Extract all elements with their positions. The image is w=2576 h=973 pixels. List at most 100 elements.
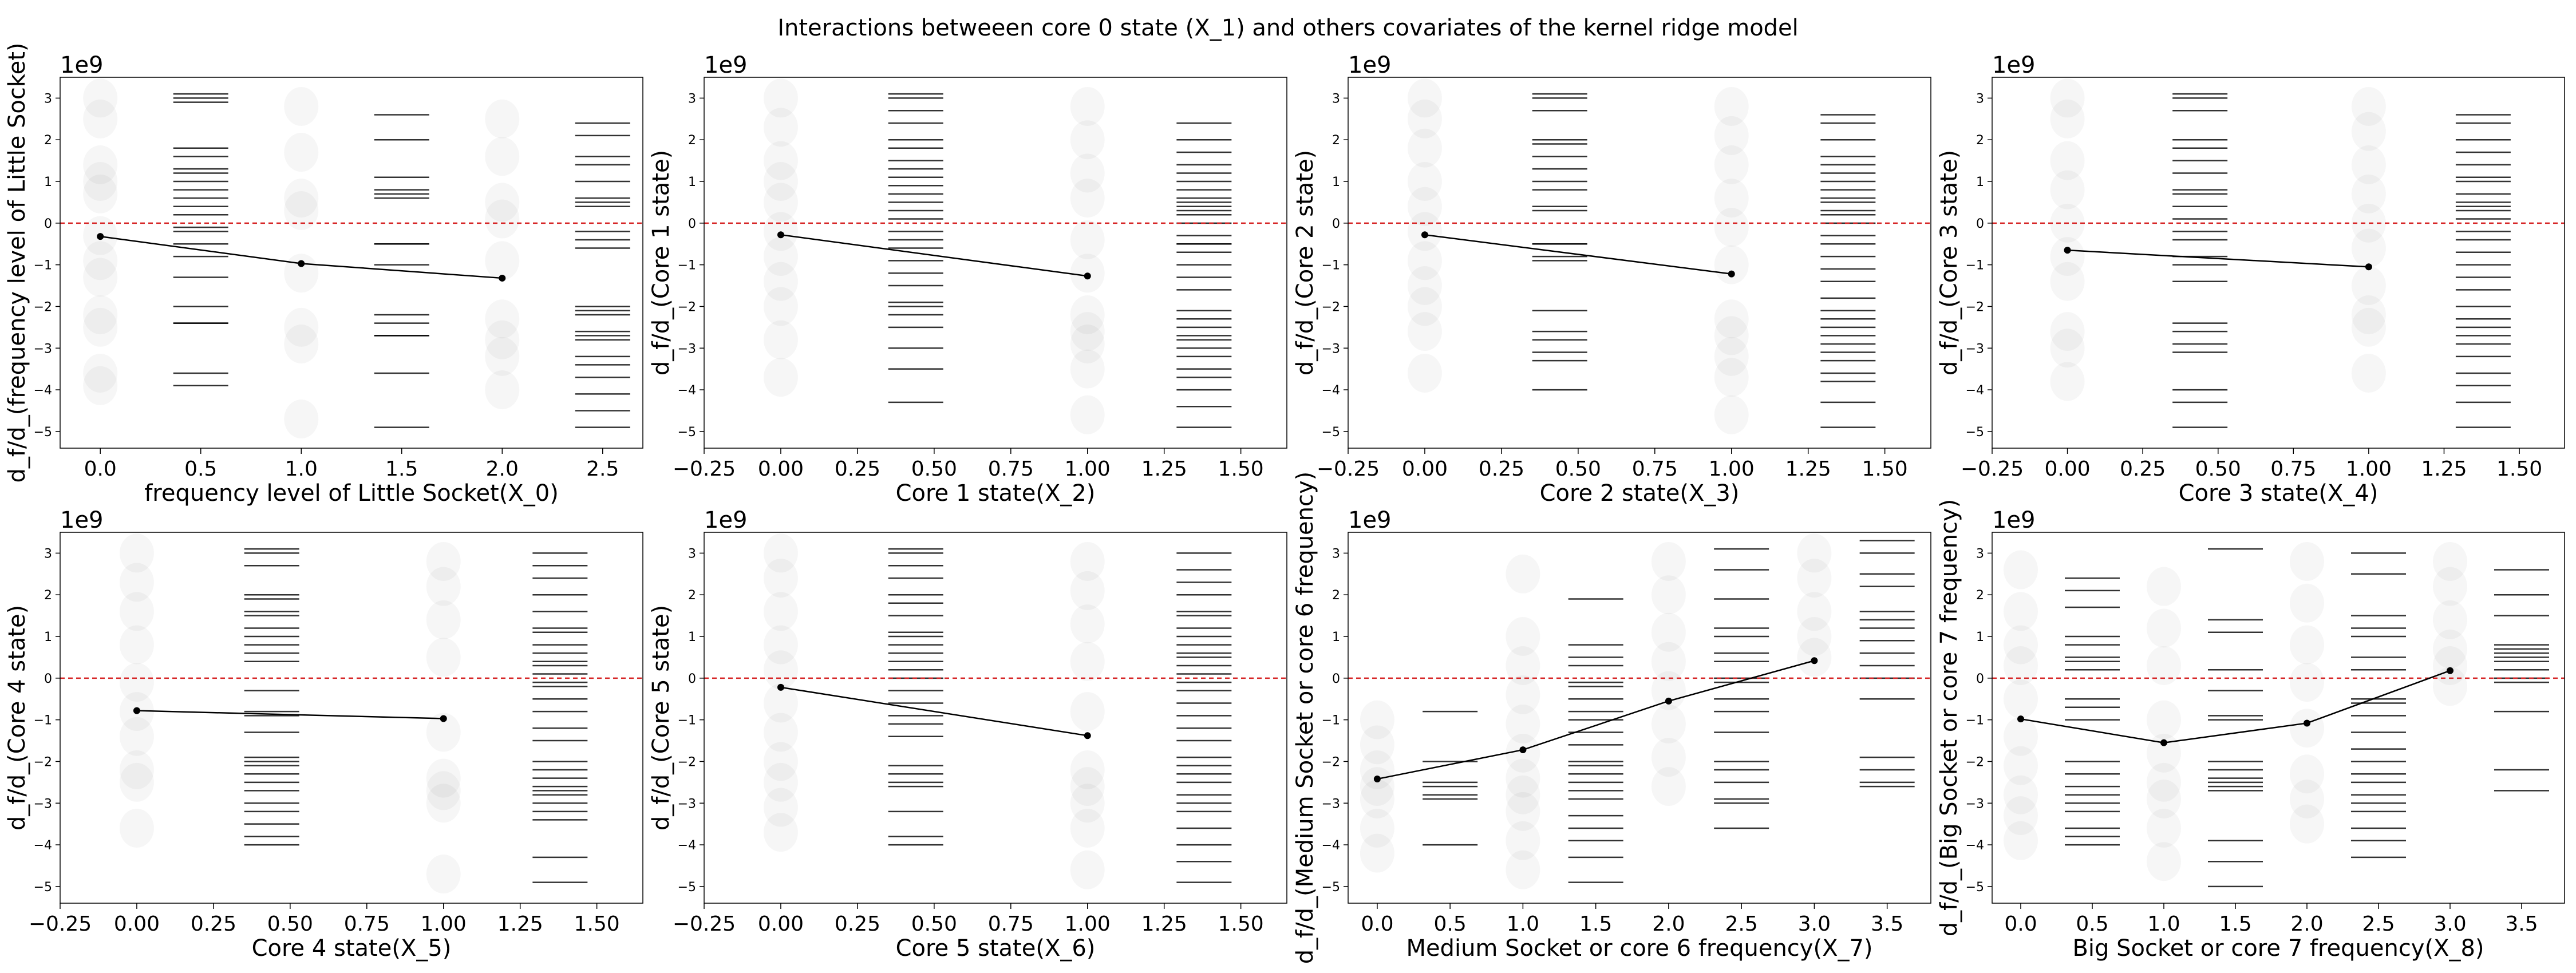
- y-axis-label: d_f/d_(Core 5 state): [648, 605, 674, 830]
- y-tick-label: −4: [34, 383, 52, 398]
- x-tick-label: 0.50: [1555, 457, 1601, 481]
- density-blob: [2147, 842, 2181, 881]
- y-tick-label: −3: [678, 342, 696, 356]
- y-tick-label: −4: [678, 838, 696, 853]
- density-blob: [764, 592, 798, 631]
- density-blob: [1070, 395, 1105, 434]
- density-blob: [2004, 679, 2038, 718]
- y-tick-label: 0: [688, 672, 696, 686]
- y-tick-label: −5: [1966, 880, 1984, 895]
- density-blob: [2290, 626, 2324, 665]
- density-blob: [1714, 208, 1749, 247]
- x-tick-label: 1.00: [1709, 457, 1755, 481]
- density-blob-group: [1070, 87, 1105, 434]
- y-tick-label: 1: [688, 630, 696, 644]
- density-blob: [1070, 179, 1105, 217]
- axes-frame: [1992, 532, 2565, 904]
- x-tick-label: 0.50: [911, 912, 957, 936]
- y-tick-label: 0: [1976, 672, 1984, 686]
- effect-point: [2160, 739, 2167, 746]
- density-blob: [1714, 358, 1749, 397]
- effect-line: [1377, 660, 1815, 780]
- rug-group: [888, 93, 943, 404]
- rug-group: [2351, 552, 2406, 859]
- density-blob: [120, 592, 154, 631]
- density-blob: [1652, 705, 1686, 743]
- density-blob: [2050, 171, 2085, 209]
- subplot-2: −5 −4 −3 −2 −1 0 1 2 3 −0.25 0.00 0.25 0.50 0.75 1.00 1…: [648, 52, 1287, 507]
- y-tick-label: −1: [1322, 259, 1340, 273]
- density-blob: [1506, 555, 1540, 594]
- x-tick-label: 3.5: [2505, 912, 2538, 936]
- rug-group: [173, 93, 228, 387]
- y-tick-label: 0: [1332, 217, 1340, 231]
- y-tick-label: −2: [1322, 300, 1340, 314]
- density-blob: [1652, 575, 1686, 614]
- density-blob: [2050, 100, 2085, 139]
- effect-point: [2447, 667, 2453, 674]
- x-axis-label: Medium Socket or core 6 frequency(X_7): [1406, 935, 1872, 962]
- effect-point: [1421, 231, 1428, 239]
- density-blob: [1714, 145, 1749, 184]
- effect-point: [1665, 697, 1672, 705]
- density-blob: [284, 133, 318, 172]
- y-tick-label: −1: [1322, 714, 1340, 728]
- axes-frame: [60, 77, 643, 449]
- effect-point: [97, 233, 104, 240]
- y-scale-label: 1e9: [1992, 52, 2036, 78]
- x-axis-label: frequency level of Little Socket(X_0): [144, 480, 559, 507]
- axes-frame: [1348, 532, 1931, 904]
- x-tick-label: 1.50: [1862, 457, 1908, 481]
- effect-line: [780, 234, 1088, 277]
- y-tick-label: 2: [1332, 133, 1340, 148]
- density-blob-group: [1360, 701, 1394, 873]
- plot-area: [60, 548, 643, 883]
- y-axis-label: d_f/d_(Core 4 state): [4, 605, 30, 830]
- density-blob: [764, 321, 798, 359]
- effect-point: [1373, 776, 1381, 783]
- density-blob: [1070, 571, 1105, 610]
- x-tick-label: 0.00: [758, 912, 804, 936]
- density-blob: [284, 400, 318, 438]
- x-tick-label: 0.75: [2270, 457, 2316, 481]
- y-tick-label: 3: [1332, 547, 1340, 561]
- x-tick-label: −0.25: [673, 457, 736, 481]
- density-blob: [1070, 87, 1105, 126]
- y-axis-label: d_f/d_(Medium Socket or core 6 frequency…: [1292, 472, 1318, 964]
- x-tick-label: 0.0: [84, 457, 117, 481]
- density-blob: [764, 358, 798, 397]
- density-blob: [83, 308, 117, 347]
- effect-line: [1424, 234, 1732, 275]
- x-tick-label: 3.5: [1871, 912, 1903, 936]
- effect-point: [1811, 657, 1818, 665]
- y-tick-label: 3: [44, 92, 52, 106]
- x-axis-label: Core 3 state(X_4): [2179, 480, 2379, 507]
- density-blob: [120, 763, 154, 802]
- effect-point: [2064, 247, 2071, 254]
- x-tick-label: 0.25: [1479, 457, 1524, 481]
- x-tick-label: 1.25: [1141, 457, 1187, 481]
- effect-point: [1728, 270, 1735, 278]
- effect-point: [499, 274, 506, 282]
- plot-area: [1992, 93, 2565, 428]
- density-blob: [1714, 246, 1749, 284]
- plot-area: [60, 93, 643, 438]
- density-blob: [83, 258, 117, 296]
- density-blob: [1070, 692, 1105, 731]
- x-tick-label: 2.5: [1725, 912, 1758, 936]
- x-tick-label: 0.75: [344, 912, 390, 936]
- plot-area: [704, 87, 1287, 434]
- y-tick-label: 1: [1976, 175, 1984, 189]
- y-tick-label: −2: [1966, 300, 1984, 314]
- axes-frame: [1348, 77, 1931, 449]
- y-tick-label: 1: [688, 175, 696, 189]
- y-tick-label: −1: [1966, 714, 1984, 728]
- density-blob: [120, 809, 154, 848]
- density-blob: [1797, 559, 1831, 598]
- rug-group: [1423, 710, 1478, 846]
- subplot-3: −5 −4 −3 −2 −1 0 1 2 3 −0.25 0.00 0.25 0.50 0.75 1.00 1…: [1292, 52, 1931, 507]
- y-tick-label: −1: [1966, 259, 1984, 273]
- density-blob: [485, 100, 519, 139]
- y-tick-label: −4: [1966, 383, 1984, 398]
- x-tick-label: 0.00: [758, 457, 804, 481]
